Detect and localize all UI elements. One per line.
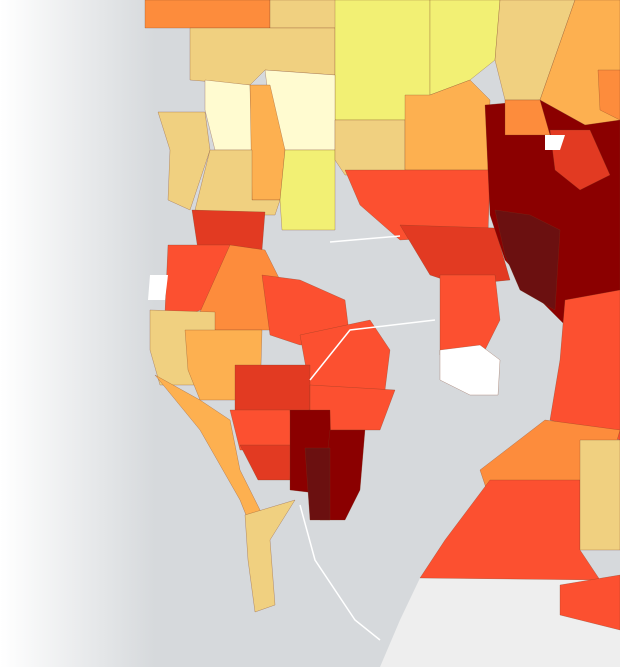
- region: [579, 439, 620, 551]
- region: [334, 119, 406, 176]
- region: [494, 209, 561, 311]
- region: [279, 149, 336, 231]
- region: [229, 409, 293, 451]
- region: [549, 129, 611, 191]
- region: [597, 69, 620, 121]
- region-no-data: [545, 135, 565, 150]
- region: [304, 447, 331, 521]
- region: [244, 499, 296, 613]
- region: [157, 111, 211, 211]
- region: [191, 209, 266, 251]
- region: [144, 0, 271, 29]
- road: [299, 235, 436, 641]
- region-no-data: [439, 344, 501, 396]
- region: [439, 274, 501, 361]
- region-no-data: [148, 275, 168, 300]
- region: [429, 0, 501, 96]
- region: [559, 574, 620, 631]
